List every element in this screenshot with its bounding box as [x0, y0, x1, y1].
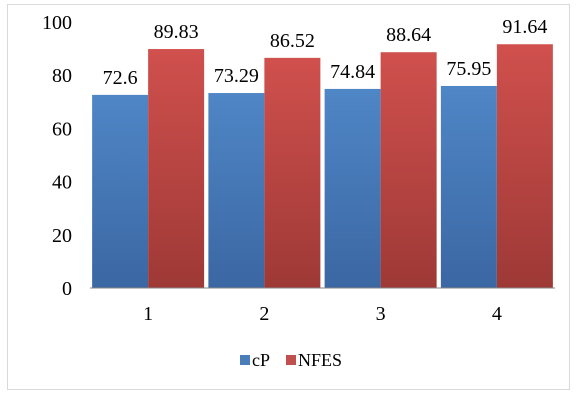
data-label-nfes-3: 88.64: [386, 24, 431, 46]
legend-swatch-cp: [240, 355, 250, 365]
data-label-nfes-2: 86.52: [270, 30, 315, 52]
y-tick-label: 20: [52, 225, 72, 247]
legend-label-nfes: NFES: [298, 350, 342, 370]
bar-nfes-2: [264, 57, 321, 289]
y-tick-label: 80: [52, 65, 72, 87]
bar-nfes-1: [148, 49, 205, 288]
bar-cp-3: [324, 88, 381, 288]
x-tick-label: 3: [376, 303, 386, 325]
x-tick-label: 2: [259, 303, 269, 325]
bars: [92, 44, 553, 289]
y-tick-label: 0: [62, 278, 72, 300]
bar-cp-4: [440, 85, 497, 289]
y-tick-label: 60: [52, 118, 72, 140]
x-tick-label: 1: [143, 303, 153, 325]
x-tick-label: 4: [492, 303, 502, 325]
legend: cP NFES: [240, 350, 342, 370]
x-axis-ticks: 1 2 3 4: [143, 303, 502, 325]
y-tick-label: 100: [42, 12, 72, 34]
bar-nfes-3: [380, 52, 437, 288]
legend-swatch-nfes: [286, 355, 296, 365]
bar-cp-2: [208, 93, 265, 288]
data-label-cp-1: 72.6: [103, 67, 138, 89]
data-label-cp-2: 73.29: [214, 65, 259, 87]
data-label-cp-3: 74.84: [330, 61, 375, 83]
data-label-nfes-1: 89.83: [154, 21, 199, 43]
bar-cp-1: [92, 94, 149, 288]
y-tick-label: 40: [52, 172, 72, 194]
legend-label-cp: cP: [252, 350, 270, 370]
data-labels: 72.6 89.83 73.29 86.52 74.84 88.64 75.95 91.64: [103, 16, 548, 89]
y-axis-ticks: 0 20 40 60 80 100: [42, 12, 72, 300]
bar-nfes-4: [496, 44, 553, 289]
data-label-nfes-4: 91.64: [502, 16, 547, 38]
data-label-cp-4: 75.95: [446, 58, 491, 80]
